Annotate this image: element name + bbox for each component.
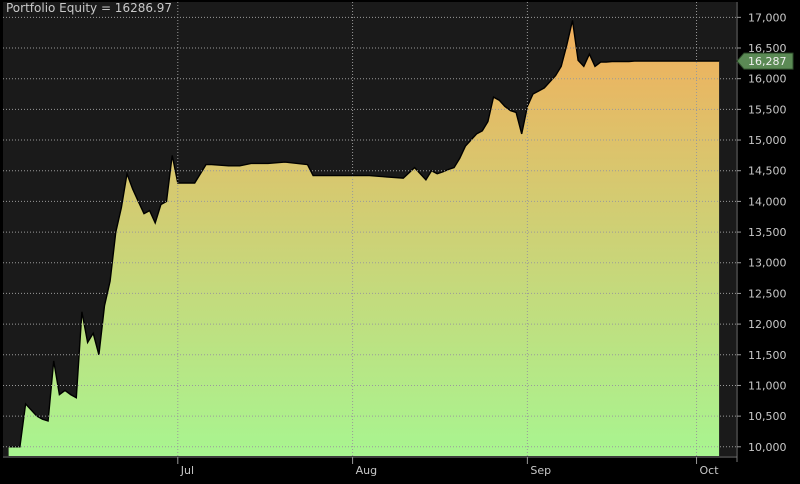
y-tick-label: 16,000 — [748, 73, 787, 86]
chart-title: Portfolio Equity = 16286.97 — [6, 1, 173, 15]
y-tick-label: 13,500 — [748, 226, 787, 239]
y-tick-label: 14,000 — [748, 195, 787, 208]
equity-line — [8, 20, 720, 448]
y-tick-label: 10,500 — [748, 410, 787, 423]
y-tick-label: 13,000 — [748, 257, 787, 270]
equity-area — [8, 20, 720, 457]
x-tick-label: Jul — [180, 464, 194, 477]
y-tick-label: 11,500 — [748, 349, 787, 362]
y-tick-label: 17,000 — [748, 11, 787, 24]
y-tick-label: 15,000 — [748, 134, 787, 147]
y-tick-label: 12,000 — [748, 318, 787, 331]
y-tick-label: 10,000 — [748, 441, 787, 454]
last-value-marker — [736, 52, 794, 70]
y-tick-label: 15,500 — [748, 103, 787, 116]
x-tick-label: Aug — [356, 464, 377, 477]
y-tick-label: 11,000 — [748, 379, 787, 392]
x-tick-label: Sep — [530, 464, 551, 477]
y-tick-label: 14,500 — [748, 165, 787, 178]
x-tick-label: Oct — [700, 464, 720, 477]
y-tick-label: 16,500 — [748, 42, 787, 55]
y-tick-label: 12,500 — [748, 287, 787, 300]
last-value-label: 16,287 — [748, 55, 787, 68]
